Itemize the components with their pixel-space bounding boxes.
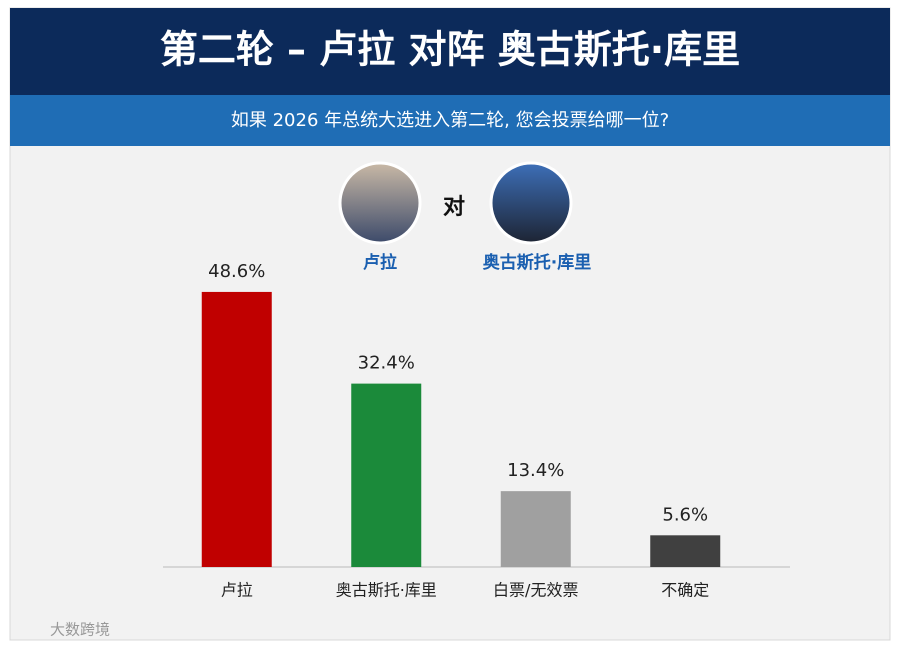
value-label: 32.4% (358, 353, 415, 374)
value-label: 48.6% (208, 261, 265, 282)
x-tick-label: 卢拉 (221, 581, 253, 600)
chart-subtitle: 如果 2026 年总统大选进入第二轮, 您会投票给哪一位? (231, 110, 669, 131)
bar (650, 535, 721, 567)
chart-title: 第二轮 – 卢拉 对阵 奥古斯托·库里 (160, 28, 740, 72)
candidate-name: 奥古斯托·库里 (483, 252, 591, 273)
value-label: 13.4% (507, 460, 564, 481)
bar (351, 383, 422, 567)
watermark: 大数跨境 (50, 621, 110, 639)
versus: 对 (443, 195, 465, 220)
bar (201, 291, 272, 567)
header (10, 8, 890, 95)
x-tick-label: 不确定 (661, 581, 709, 600)
candidate-photo (338, 161, 422, 245)
candidate-photo (489, 161, 573, 245)
x-tick-label: 白票/无效票 (493, 581, 578, 600)
subheader (10, 95, 890, 146)
candidate-name: 卢拉 (363, 252, 397, 273)
bar (500, 491, 571, 567)
value-label: 5.6% (662, 504, 708, 525)
x-tick-label: 奥古斯托·库里 (336, 581, 437, 600)
